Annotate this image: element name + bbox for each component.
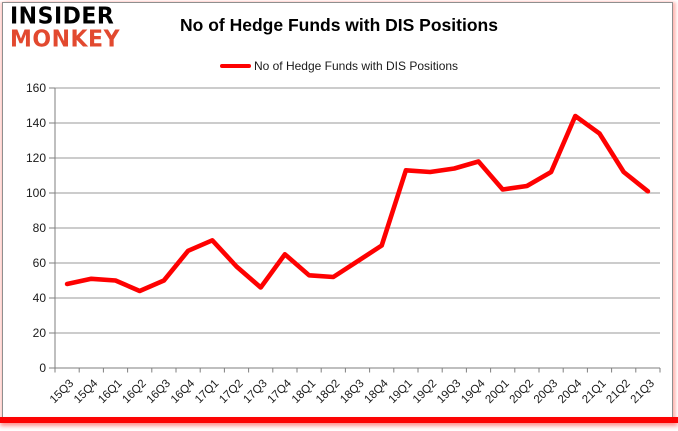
x-tick-label: 19Q2: [411, 378, 439, 406]
x-tick-label: 20Q4: [556, 377, 585, 406]
y-tick-label: 40: [33, 291, 47, 305]
x-tick-label: 17Q1: [193, 378, 221, 406]
series-line: [64, 113, 651, 294]
x-tick-label: 15Q3: [48, 378, 76, 406]
x-tick-label: 18Q1: [290, 378, 318, 406]
chart-frame: [2, 2, 673, 421]
x-tick-label: 17Q3: [241, 378, 269, 406]
chart-title: No of Hedge Funds with DIS Positions: [180, 15, 498, 35]
x-tick-label: 18Q3: [338, 378, 366, 406]
legend-line-swatch-icon: [219, 63, 251, 69]
x-tick-label: 20Q2: [508, 378, 536, 406]
y-tick-label: 0: [39, 361, 46, 375]
chart-legend: No of Hedge Funds with DIS Positions: [0, 58, 678, 74]
x-tick-label: 21Q1: [580, 378, 608, 406]
x-tick-label: 16Q3: [145, 378, 173, 406]
legend-label: No of Hedge Funds with DIS Positions: [253, 59, 459, 73]
x-tick-label: 16Q2: [120, 378, 148, 406]
x-tick-label: 18Q2: [314, 378, 342, 406]
x-tick-label: 19Q4: [459, 377, 488, 406]
y-tick-label: 60: [33, 256, 47, 270]
y-tick-label: 20: [33, 326, 47, 340]
y-tick-label: 140: [26, 116, 46, 130]
insider-monkey-logo: INSIDER MONKEY: [10, 6, 120, 51]
x-tick-label: 15Q4: [72, 377, 101, 406]
x-tick-label: 21Q3: [629, 378, 657, 406]
x-tick-label: 16Q1: [96, 378, 124, 406]
y-tick-label: 80: [33, 221, 47, 235]
x-tick-label: 21Q2: [604, 378, 632, 406]
y-tick-label: 100: [26, 186, 46, 200]
bottom-red-bar: [0, 417, 678, 423]
line-chart: 02040608010012014016015Q315Q416Q116Q216Q…: [26, 81, 661, 406]
x-tick-label: 18Q4: [362, 377, 391, 406]
x-tick-label: 20Q1: [483, 378, 511, 406]
x-tick-label: 17Q4: [266, 377, 295, 406]
x-tick-label: 19Q3: [435, 378, 463, 406]
x-tick-label: 17Q2: [217, 378, 245, 406]
x-tick-label: 16Q4: [169, 377, 198, 406]
x-tick-label: 19Q1: [387, 378, 415, 406]
y-tick-label: 160: [26, 81, 46, 95]
logo-line-insider: INSIDER: [10, 3, 115, 30]
logo-line-monkey: MONKEY: [10, 26, 121, 53]
x-tick-label: 20Q3: [532, 378, 560, 406]
y-tick-label: 120: [26, 151, 46, 165]
